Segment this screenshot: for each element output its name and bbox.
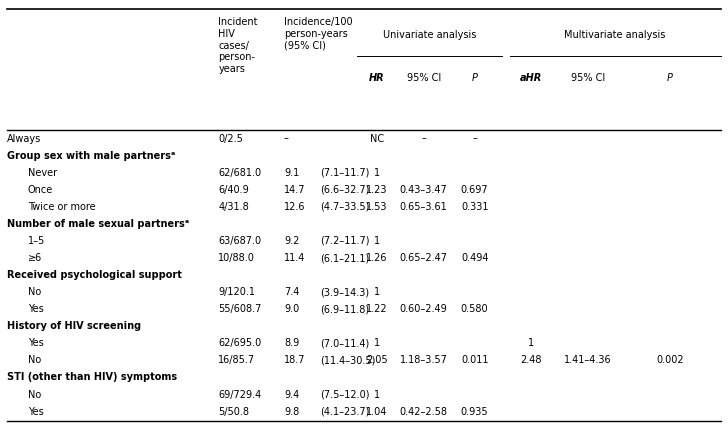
Text: 1: 1 (374, 236, 380, 246)
Text: No: No (28, 287, 41, 297)
Text: 0.002: 0.002 (656, 355, 684, 365)
Text: (11.4–30.5): (11.4–30.5) (320, 355, 376, 365)
Text: 0.331: 0.331 (461, 202, 488, 212)
Text: 4/31.8: 4/31.8 (218, 202, 249, 212)
Text: 5/50.8: 5/50.8 (218, 407, 250, 417)
Text: 16/85.7: 16/85.7 (218, 355, 256, 365)
Text: 9.2: 9.2 (284, 236, 299, 246)
Text: (7.0–11.4): (7.0–11.4) (320, 338, 370, 348)
Text: (4.7–33.5): (4.7–33.5) (320, 202, 370, 212)
Text: 0.697: 0.697 (461, 185, 488, 195)
Text: 0.65–3.61: 0.65–3.61 (400, 202, 448, 212)
Text: 7.4: 7.4 (284, 287, 299, 297)
Text: 63/687.0: 63/687.0 (218, 236, 261, 246)
Text: 1: 1 (374, 168, 380, 178)
Text: 0.935: 0.935 (461, 407, 488, 417)
Text: 9.0: 9.0 (284, 304, 299, 314)
Text: 1: 1 (374, 287, 380, 297)
Text: Yes: Yes (28, 304, 44, 314)
Text: 1.23: 1.23 (366, 185, 388, 195)
Text: 9.4: 9.4 (284, 390, 299, 400)
Text: (7.1–11.7): (7.1–11.7) (320, 168, 370, 178)
Text: Once: Once (28, 185, 53, 195)
Text: Incident
HIV
cases/
person-
years: Incident HIV cases/ person- years (218, 17, 258, 74)
Text: 1–5: 1–5 (28, 236, 45, 246)
Text: –: – (284, 133, 289, 144)
Text: 11.4: 11.4 (284, 253, 305, 263)
Text: P: P (667, 73, 673, 83)
Text: 1.04: 1.04 (366, 407, 388, 417)
Text: 2.48: 2.48 (521, 355, 542, 365)
Text: Received psychological support: Received psychological support (7, 270, 182, 280)
Text: Number of male sexual partnersᵃ: Number of male sexual partnersᵃ (7, 219, 189, 229)
Text: NC: NC (370, 133, 384, 144)
Text: 95% CI: 95% CI (406, 73, 441, 83)
Text: History of HIV screening: History of HIV screening (7, 321, 141, 331)
Text: STI (other than HIV) symptoms: STI (other than HIV) symptoms (7, 372, 178, 382)
Text: 0/2.5: 0/2.5 (218, 133, 243, 144)
Text: (6.1–21.1): (6.1–21.1) (320, 253, 370, 263)
Text: Univariate analysis: Univariate analysis (383, 29, 476, 40)
Text: –: – (472, 133, 477, 144)
Text: 12.6: 12.6 (284, 202, 306, 212)
Text: 0.60–2.49: 0.60–2.49 (400, 304, 448, 314)
Text: 0.42–2.58: 0.42–2.58 (400, 407, 448, 417)
Text: HR: HR (369, 73, 385, 83)
Text: (7.5–12.0): (7.5–12.0) (320, 390, 370, 400)
Text: 2.05: 2.05 (366, 355, 388, 365)
Text: 62/695.0: 62/695.0 (218, 338, 261, 348)
Text: (4.1–23.7): (4.1–23.7) (320, 407, 370, 417)
Text: 0.43–3.47: 0.43–3.47 (400, 185, 448, 195)
Text: 9.1: 9.1 (284, 168, 299, 178)
Text: 6/40.9: 6/40.9 (218, 185, 249, 195)
Text: 1.18–3.57: 1.18–3.57 (400, 355, 448, 365)
Text: 69/729.4: 69/729.4 (218, 390, 261, 400)
Text: Yes: Yes (28, 338, 44, 348)
Text: Never: Never (28, 168, 57, 178)
Text: 0.494: 0.494 (461, 253, 488, 263)
Text: 1.22: 1.22 (366, 304, 388, 314)
Text: 1.26: 1.26 (366, 253, 388, 263)
Text: 18.7: 18.7 (284, 355, 306, 365)
Text: aHR: aHR (521, 73, 542, 83)
Text: 0.580: 0.580 (461, 304, 488, 314)
Text: Always: Always (7, 133, 41, 144)
Text: Group sex with male partnersᵃ: Group sex with male partnersᵃ (7, 151, 175, 161)
Text: Twice or more: Twice or more (28, 202, 95, 212)
Text: (6.9–11.8): (6.9–11.8) (320, 304, 369, 314)
Text: 1: 1 (529, 338, 534, 348)
Text: P: P (472, 73, 478, 83)
Text: 10/88.0: 10/88.0 (218, 253, 256, 263)
Text: No: No (28, 390, 41, 400)
Text: 1.53: 1.53 (366, 202, 388, 212)
Text: –: – (422, 133, 426, 144)
Text: 14.7: 14.7 (284, 185, 306, 195)
Text: Yes: Yes (28, 407, 44, 417)
Text: (7.2–11.7): (7.2–11.7) (320, 236, 370, 246)
Text: 0.011: 0.011 (461, 355, 488, 365)
Text: Multivariate analysis: Multivariate analysis (564, 29, 666, 40)
Text: No: No (28, 355, 41, 365)
Text: (3.9–14.3): (3.9–14.3) (320, 287, 369, 297)
Text: 9.8: 9.8 (284, 407, 299, 417)
Text: 62/681.0: 62/681.0 (218, 168, 261, 178)
Text: Incidence/100
person-years
(95% CI): Incidence/100 person-years (95% CI) (284, 17, 352, 51)
Text: 8.9: 8.9 (284, 338, 299, 348)
Text: 55/608.7: 55/608.7 (218, 304, 262, 314)
Text: 1.41–4.36: 1.41–4.36 (564, 355, 612, 365)
Text: (6.6–32.7): (6.6–32.7) (320, 185, 370, 195)
Text: 1: 1 (374, 338, 380, 348)
Text: ≥6: ≥6 (28, 253, 42, 263)
Text: 95% CI: 95% CI (571, 73, 606, 83)
Text: 9/120.1: 9/120.1 (218, 287, 256, 297)
Text: 0.65–2.47: 0.65–2.47 (400, 253, 448, 263)
Text: 1: 1 (374, 390, 380, 400)
